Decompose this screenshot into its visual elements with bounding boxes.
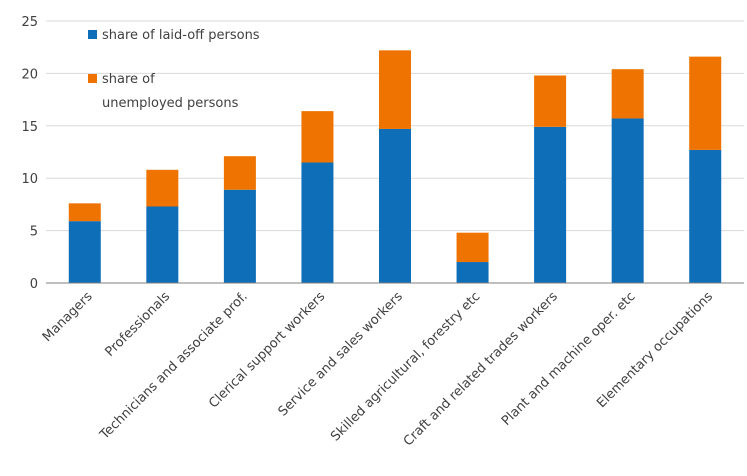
x-tick-label: Craft and related trades workers (401, 289, 561, 449)
x-tick-label: Skilled agricultural, forestry etc (328, 289, 483, 444)
bar-unemployed (611, 69, 644, 119)
bar-laid-off (534, 126, 567, 284)
y-tick-label: 15 (21, 120, 38, 135)
bars (68, 50, 722, 284)
bar-laid-off (611, 118, 644, 284)
y-tick-label: 5 (30, 225, 38, 240)
legend-label: share of laid-off persons (102, 28, 260, 43)
legend: share of laid-off persons share of unemplo… (88, 28, 260, 111)
legend-label: share of unemployed persons (102, 72, 239, 111)
bar-laid-off (301, 162, 334, 283)
bar-unemployed (68, 203, 101, 222)
bar-unemployed (456, 232, 489, 263)
y-tick-label: 25 (21, 15, 38, 30)
legend-swatch (88, 30, 97, 39)
x-tick-label: Managers (40, 289, 96, 345)
x-tick-label: Service and sales workers (276, 289, 406, 419)
bar-unemployed (223, 156, 256, 190)
bar-unemployed (301, 111, 334, 163)
bar-unemployed (534, 75, 567, 127)
y-tick-label: 20 (21, 67, 38, 82)
bar-laid-off (456, 262, 489, 283)
bar-unemployed (146, 169, 179, 207)
x-tick-label: Plant and machine oper. etc (499, 289, 639, 429)
x-tick-label: Professionals (103, 289, 174, 360)
bar-laid-off (223, 189, 256, 283)
bar-unemployed (689, 56, 722, 150)
bar-laid-off (146, 206, 179, 283)
bar-laid-off (379, 128, 411, 283)
legend-swatch (88, 74, 97, 83)
y-tick-label: 0 (30, 277, 38, 292)
x-tick-label: Technicians and associate prof. (97, 289, 251, 443)
bar-laid-off (689, 149, 722, 283)
bar-unemployed (379, 50, 411, 129)
y-tick-label: 10 (21, 172, 38, 187)
bar-laid-off (68, 221, 101, 283)
